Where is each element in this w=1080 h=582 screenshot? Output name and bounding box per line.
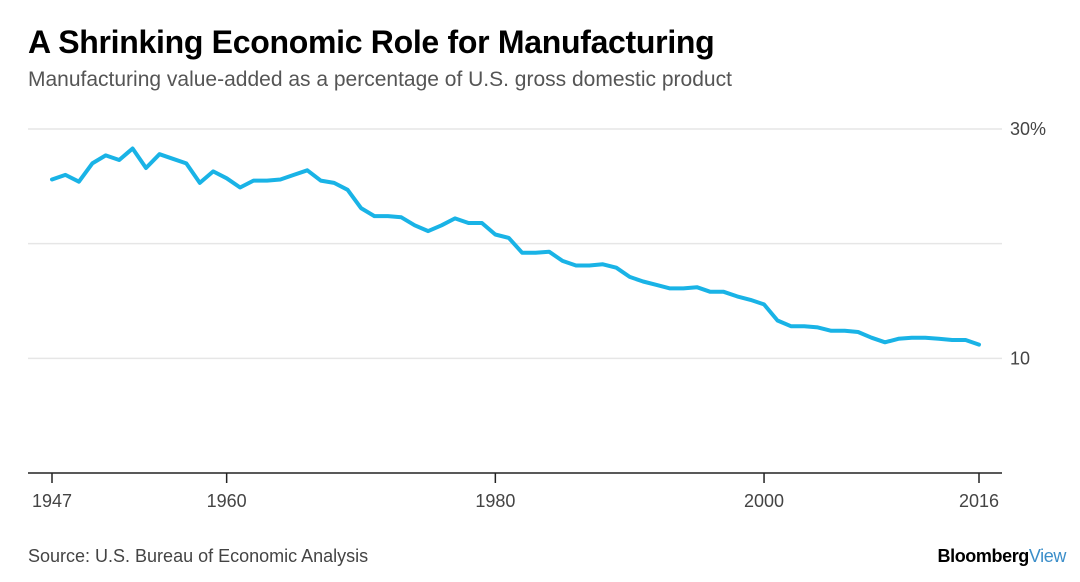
- series-line: [50, 146, 981, 347]
- source-note: Source: U.S. Bureau of Economic Analysis: [28, 546, 369, 566]
- x-tick-label: 2000: [744, 491, 784, 511]
- chart-title: A Shrinking Economic Role for Manufactur…: [28, 24, 715, 60]
- x-tick-label: 2016: [959, 491, 999, 511]
- y-tick-label: 10: [1010, 348, 1030, 368]
- brand-logo-part1: Bloomberg: [937, 546, 1030, 566]
- line-chart: 10 30% 1947 1960 1980 2000 2016: [28, 119, 1046, 511]
- chart-subtitle: Manufacturing value-added as a percentag…: [28, 68, 732, 91]
- y-tick-label: 30%: [1010, 119, 1046, 139]
- x-tick-label: 1960: [207, 491, 247, 511]
- x-tick-label: 1980: [475, 491, 515, 511]
- brand-logo: BloombergView: [938, 546, 1067, 567]
- brand-logo-part2: View: [1028, 546, 1066, 566]
- x-tick-label: 1947: [32, 491, 72, 511]
